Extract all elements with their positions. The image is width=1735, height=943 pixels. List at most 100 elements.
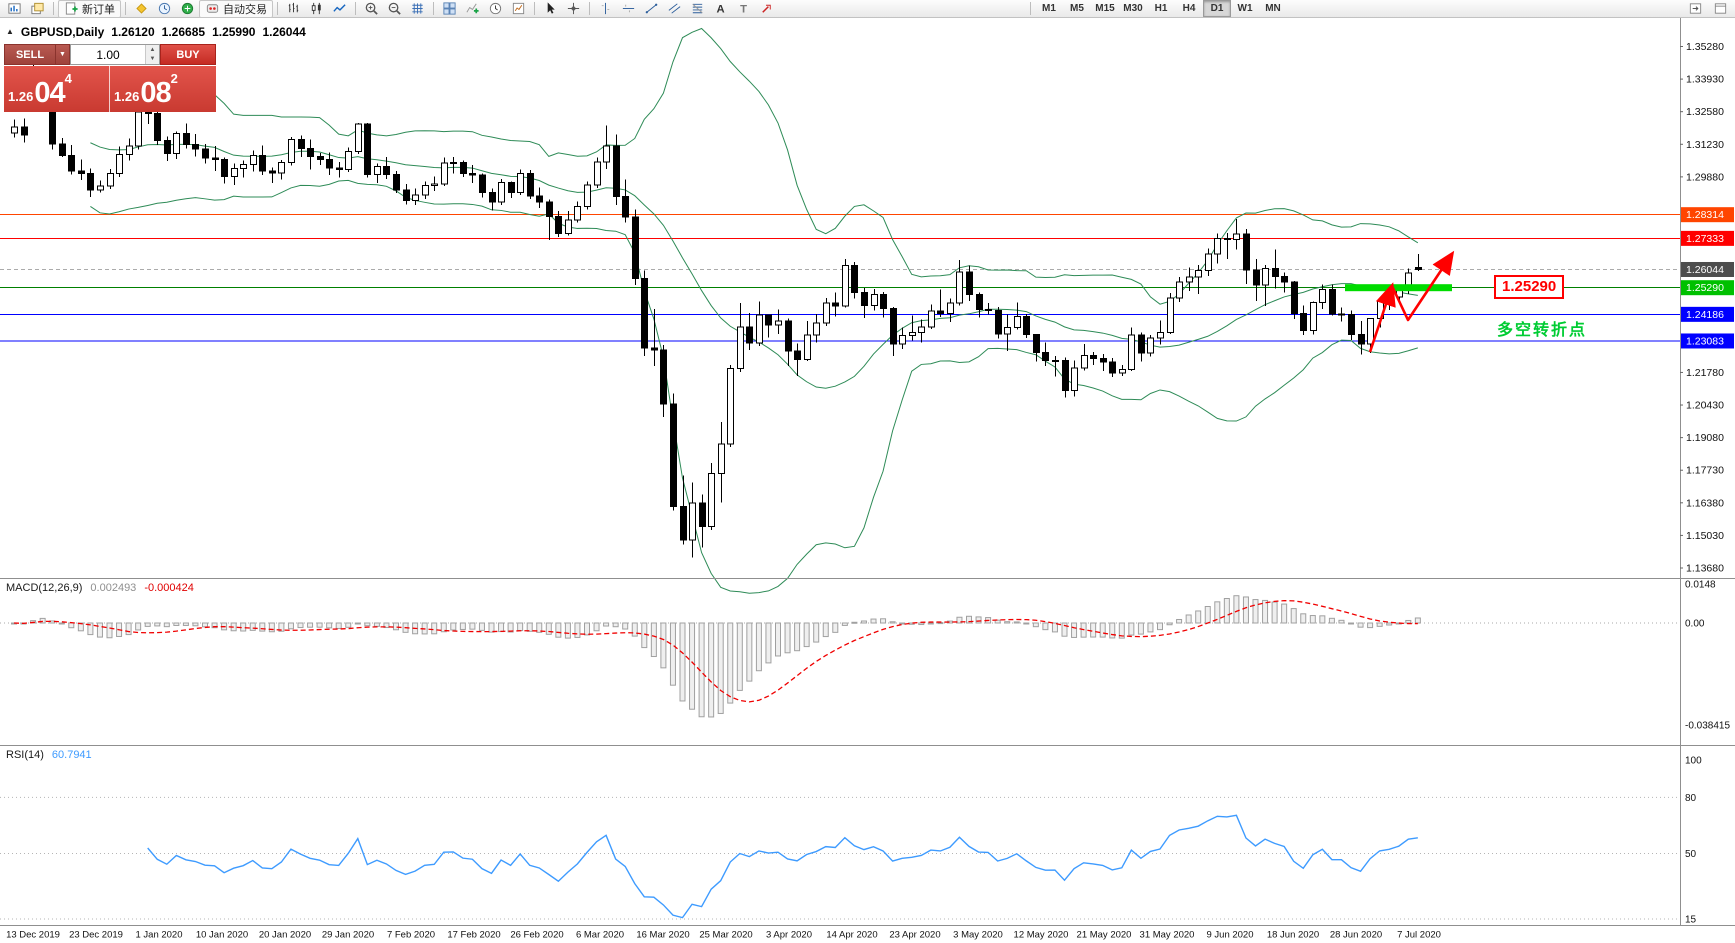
autotrading-button[interactable]: 自动交易 [199,0,273,18]
svg-text:T: T [740,3,747,15]
svg-text:28 Jun 2020: 28 Jun 2020 [1330,930,1382,941]
macd-pane [0,595,1680,718]
tile-windows-button[interactable] [438,0,461,18]
zoom-out-icon [387,1,402,16]
sell-quote[interactable]: 1.26 04 4 [4,66,110,112]
price-badge-1.26044 [1681,261,1734,277]
support-zone [1345,284,1452,292]
grid-button[interactable] [406,0,429,18]
fibonacci-button[interactable] [686,0,709,18]
trend-arrow-2 [1390,250,1455,322]
cursor-button[interactable] [539,0,562,18]
svg-text:3 Apr 2020: 3 Apr 2020 [766,930,812,941]
trendline-button[interactable] [640,0,663,18]
buy-quote[interactable]: 1.26 08 2 [110,66,216,112]
svg-text:14 Apr 2020: 14 Apr 2020 [826,930,877,941]
chart-canvas[interactable]: 1.35280 1.33930 1.32580 1.31230 1.29880 1.217… [0,18,1735,943]
timeframe-m15[interactable]: M15 [1095,3,1115,14]
vertical-line-button[interactable] [594,0,617,18]
svg-text:1.26044: 1.26044 [1686,264,1724,276]
text-label-button[interactable]: T [732,0,755,18]
zoom-out-button[interactable] [383,0,406,18]
price-badge-1.23083 [1681,333,1734,349]
timeframe-d1[interactable]: D1 [1203,0,1231,17]
support-price-tag[interactable]: 1.25290 [1494,275,1565,299]
macd-label: MACD(12,26,9) 0.002493 -0.000424 [6,582,194,594]
main-toolbar: 新订单 自动交易 A T M1 M5 M15 M30 H1 H4 D1 W1 MN [0,0,1735,18]
svg-text:1.15030: 1.15030 [1686,530,1724,542]
new-chart-button[interactable] [3,0,26,18]
svg-text:18 Jun 2020: 18 Jun 2020 [1267,930,1319,941]
svg-text:1.13680: 1.13680 [1686,562,1724,574]
buy-price-big: 08 [140,77,171,110]
zoom-in-button[interactable] [360,0,383,18]
one-click-collapse-icon[interactable]: ▲ [6,27,14,36]
horizontal-line-button[interactable] [617,0,640,18]
profiles-button[interactable] [26,0,49,18]
svg-text:1.21780: 1.21780 [1686,367,1724,379]
timeframe-h1[interactable]: H1 [1154,3,1168,14]
svg-text:100: 100 [1685,756,1702,767]
timeframe-m1[interactable]: M1 [1042,3,1056,14]
bollinger-middle [90,142,1418,389]
svg-text:1.27333: 1.27333 [1686,233,1724,245]
candlestick-chart-button[interactable] [305,0,328,18]
line-chart-button[interactable] [328,0,351,18]
svg-text:25 Mar 2020: 25 Mar 2020 [699,930,752,941]
crosshair-button[interactable] [562,0,585,18]
templates-button[interactable] [507,0,530,18]
rsi-value: 60.7941 [51,749,92,761]
svg-text:12 May 2020: 12 May 2020 [1014,930,1069,941]
timeframe-w1[interactable]: W1 [1237,3,1253,14]
macd-main-value: 0.002493 [90,582,137,594]
timeframe-h4[interactable]: H4 [1182,3,1196,14]
market-watch-button[interactable] [153,0,176,18]
new-order-button[interactable]: 新订单 [58,0,121,18]
buy-button[interactable]: BUY [160,44,216,65]
svg-text:29 Jan 2020: 29 Jan 2020 [322,930,374,941]
sell-price-pip: 4 [64,71,72,86]
ohlc-close: 1.26044 [262,25,306,39]
turning-point-note[interactable]: 多空转折点 [1497,322,1588,339]
sell-button[interactable]: SELL [4,44,56,65]
price-axis[interactable]: 1.35280 1.33930 1.32580 1.31230 1.29880 1.217… [1680,41,1734,926]
svg-text:1.17730: 1.17730 [1686,465,1724,477]
svg-text:1.25290: 1.25290 [1686,282,1724,294]
rsi-title-text: RSI(14) [6,749,44,761]
channel-icon [667,1,682,16]
timeframe-m30[interactable]: M30 [1123,3,1143,14]
data-window-icon [180,1,195,16]
volume-up-icon[interactable]: ▲ [146,45,159,55]
macd-title-text: MACD(12,26,9) [6,582,83,594]
channel-button[interactable] [663,0,686,18]
volume-box: ▲ ▼ [70,44,160,65]
svg-text:6 Mar 2020: 6 Mar 2020 [576,930,624,941]
ohlc-open: 1.26120 [111,25,155,39]
time-axis[interactable]: 13 Dec 2019 23 Dec 2019 1 Jan 2020 10 Jan 2… [6,930,1441,941]
volume-input[interactable] [71,45,145,64]
text-icon: A [713,1,728,16]
periods-icon [488,1,503,16]
arrow-object-button[interactable] [755,0,778,18]
pane-separators[interactable] [0,18,1735,926]
svg-text:31 May 2020: 31 May 2020 [1140,930,1195,941]
timeframe-m5[interactable]: M5 [1070,3,1084,14]
sell-options-caret-icon[interactable]: ▼ [56,44,70,65]
ohlc-high: 1.26685 [161,25,206,39]
timeframe-mn[interactable]: MN [1265,3,1281,14]
svg-text:1.23083: 1.23083 [1686,335,1724,347]
new-chart-icon [7,1,22,16]
metaeditor-button[interactable] [130,0,153,18]
indicators-button[interactable] [461,0,484,18]
volume-down-icon[interactable]: ▼ [146,54,159,64]
periods-button[interactable] [484,0,507,18]
dock-icon [1713,1,1728,16]
text-button[interactable]: A [709,0,732,18]
autotrading-icon [205,1,220,16]
dock-button[interactable] [1709,0,1732,18]
chart-window: 1.35280 1.33930 1.32580 1.31230 1.29880 1.217… [0,18,1735,943]
data-window-button[interactable] [176,0,199,18]
chart-scroll-button[interactable] [1684,0,1707,18]
svg-text:50: 50 [1685,849,1697,860]
bar-chart-button[interactable] [282,0,305,18]
